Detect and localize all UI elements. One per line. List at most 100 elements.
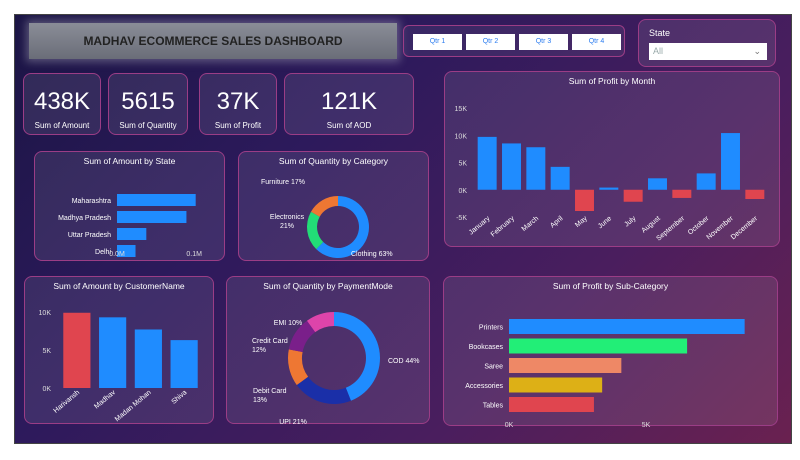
tick-label: 5K	[42, 348, 51, 355]
slice-label: Clothing 63%	[351, 251, 393, 258]
bar	[171, 340, 198, 388]
bar	[117, 194, 196, 206]
category-label: January	[468, 215, 492, 237]
slice-label: UPI 21%	[279, 419, 307, 425]
category-label: Madhya Pradesh	[58, 215, 111, 222]
bar	[117, 228, 146, 240]
bar	[63, 313, 90, 388]
profit-by-subcategory-card: Sum of Profit by Sub-Category Printers Bo…	[443, 276, 778, 426]
category-label: Saree	[484, 364, 503, 371]
quantity-by-paymentmode-chart: COD 44% UPI 21% Debit Card 13% Credit Card 12…	[227, 277, 431, 425]
kpi-value: 438K	[24, 88, 100, 116]
bar	[721, 133, 740, 190]
slice	[297, 377, 351, 404]
bar	[117, 211, 186, 223]
bar	[599, 188, 618, 190]
slice-label: COD 44%	[388, 358, 420, 365]
bar	[135, 329, 162, 388]
tick-label: 5K	[458, 161, 467, 168]
bar	[575, 190, 594, 211]
category-label: Shiva	[170, 389, 188, 406]
kpi-label: Sum of Quantity	[109, 121, 187, 130]
slice-label: Debit Card	[253, 388, 287, 395]
slice-label: Credit Card	[252, 338, 288, 345]
bar	[526, 147, 545, 190]
bar	[509, 358, 621, 373]
kpi-label: Sum of Amount	[24, 121, 100, 130]
bar	[509, 378, 602, 393]
slice-label: 12%	[252, 347, 266, 354]
category-label: Printers	[479, 325, 504, 332]
bar	[509, 319, 745, 334]
amount-by-state-chart: Maharashtra Madhya Pradesh Uttar Pradesh De…	[35, 152, 226, 262]
tick-label: 0K	[505, 422, 514, 427]
category-label: Madan Mohan	[114, 389, 153, 423]
quantity-by-paymentmode-card: Sum of Quantity by PaymentMode COD 44% UP…	[226, 276, 430, 424]
bar	[478, 137, 497, 190]
kpi-card-amount: 438K Sum of Amount	[23, 73, 101, 135]
chevron-down-icon: ⌄	[753, 43, 761, 60]
quantity-by-category-card: Sum of Quantity by Category Clothing 63%…	[238, 151, 429, 261]
category-label: August	[641, 215, 662, 234]
category-label: July	[623, 215, 637, 229]
bar	[99, 317, 126, 388]
tick-label: 10K	[39, 310, 52, 317]
kpi-card-aod: 121K Sum of AOD	[284, 73, 414, 135]
kpi-card-quantity: 5615 Sum of Quantity	[108, 73, 188, 135]
bar	[624, 190, 643, 202]
category-label: Madhav	[93, 389, 117, 411]
bar	[502, 143, 521, 189]
category-label: Tables	[483, 403, 504, 410]
category-label: March	[521, 215, 540, 233]
category-label: June	[597, 215, 613, 230]
kpi-card-profit: 37K Sum of Profit	[199, 73, 277, 135]
bar	[745, 190, 764, 199]
quarter-slicer: Qtr 1 Qtr 2 Qtr 3 Qtr 4	[403, 25, 625, 57]
profit-by-month-card: Sum of Profit by Month -5K 0K 5K 10K 15K Janu…	[444, 71, 780, 247]
category-label: Bookcases	[469, 344, 504, 351]
bar	[648, 178, 667, 189]
category-label: Maharashtra	[72, 198, 111, 205]
category-label: Harivansh	[53, 389, 82, 415]
category-label: December	[730, 215, 760, 242]
category-label: May	[574, 215, 589, 229]
category-label: Accessories	[465, 383, 503, 390]
bar	[551, 167, 570, 190]
tick-label: 15K	[455, 106, 468, 113]
tick-label: -5K	[456, 215, 467, 222]
dashboard-title: MADHAV ECOMMERCE SALES DASHBOARD	[29, 23, 397, 59]
state-filter-label: State	[649, 28, 670, 38]
state-dropdown-value: All	[653, 46, 663, 56]
slice-label: Furniture 17%	[261, 179, 305, 186]
qtr-2-button[interactable]: Qtr 2	[466, 34, 515, 50]
amount-by-customer-card: Sum of Amount by CustomerName 0K 5K 10K Har…	[24, 276, 214, 424]
quantity-by-category-chart: Clothing 63%Electronics21%Furniture 17%	[239, 152, 430, 262]
bar	[509, 397, 594, 412]
amount-by-state-card: Sum of Amount by State Maharashtra Madhya…	[34, 151, 225, 261]
slice-label: EMI 10%	[274, 320, 302, 327]
bar	[509, 339, 687, 354]
state-slicer: State All ⌄	[638, 19, 776, 67]
slice	[307, 212, 323, 249]
kpi-label: Sum of Profit	[200, 121, 276, 130]
tick-label: 10K	[455, 133, 468, 140]
kpi-value: 5615	[109, 88, 187, 116]
tick-label: 0.1M	[186, 251, 202, 258]
state-dropdown[interactable]: All ⌄	[649, 43, 767, 60]
tick-label: 5K	[642, 422, 651, 427]
bar	[697, 173, 716, 189]
bar	[672, 190, 691, 198]
dashboard-canvas: MADHAV ECOMMERCE SALES DASHBOARD Qtr 1 Q…	[14, 14, 792, 444]
tick-label: 0K	[458, 188, 467, 195]
slice-label: 21%	[280, 223, 294, 230]
qtr-3-button[interactable]: Qtr 3	[519, 34, 568, 50]
slice	[334, 312, 380, 401]
qtr-1-button[interactable]: Qtr 1	[413, 34, 462, 50]
tick-label: 0K	[42, 386, 51, 393]
kpi-value: 121K	[285, 88, 413, 116]
slice	[311, 196, 338, 217]
category-label: February	[490, 215, 516, 239]
qtr-4-button[interactable]: Qtr 4	[572, 34, 621, 50]
